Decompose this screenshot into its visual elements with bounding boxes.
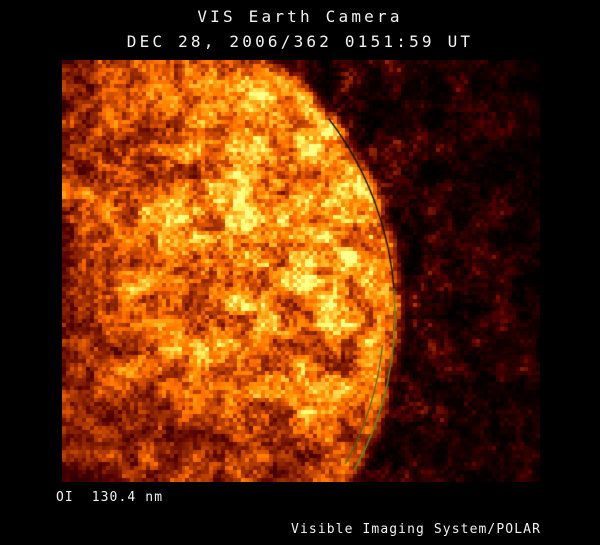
earth-image-canvas (62, 60, 540, 482)
page-title: VIS Earth Camera (197, 7, 403, 26)
credit-line-1: Visible Imaging System/POLAR (291, 522, 541, 537)
timestamp: DEC 28, 2006/362 0151:59 UT (126, 32, 474, 51)
credits-block: Visible Imaging System/POLAR The Univers… (255, 487, 541, 545)
wavelength-label: OI 130.4 nm (56, 490, 164, 505)
